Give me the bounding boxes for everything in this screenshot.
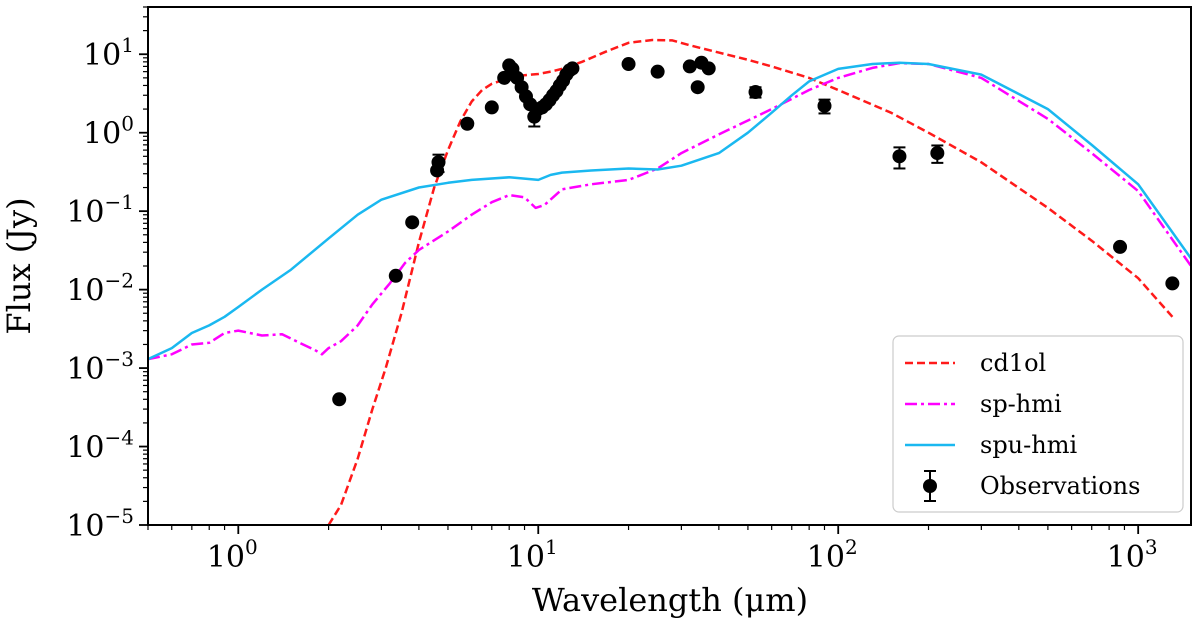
observation-point [1113, 239, 1128, 254]
x-axis-label: Wavelength (μm) [532, 581, 808, 619]
legend-box [892, 335, 1184, 513]
x-tick-label: 100 [207, 535, 258, 575]
x-tick-label: 102 [807, 535, 858, 575]
x-tick-label: 101 [507, 535, 558, 575]
legend-label-spu-hmi: spu-hmi [980, 431, 1077, 459]
y-tick-label: 10−4 [66, 426, 134, 466]
observation-point [892, 146, 907, 170]
observation-point [682, 59, 697, 74]
observation-point [388, 268, 403, 283]
observation-point [930, 144, 945, 164]
observation-point [690, 80, 705, 95]
observation-point [1165, 276, 1180, 291]
y-tick-label: 10−1 [66, 190, 134, 230]
observation-point [484, 100, 499, 115]
legend-marker-observations [923, 470, 937, 502]
ticks-group: 100 101 102 103 101 100 10−1 10−2 10−3 10−4 10−5 [66, 6, 1158, 575]
legend-label-sp-hmi: sp-hmi [980, 390, 1062, 418]
observation-point [332, 392, 347, 407]
legend-label-observations: Observations [980, 472, 1140, 500]
observations-group [332, 55, 1180, 407]
observation-point [621, 57, 636, 72]
observation-point [497, 70, 512, 85]
series-line-sp-hmi [148, 61, 1191, 361]
x-tick-label: 103 [1107, 535, 1158, 575]
observation-point [748, 85, 763, 100]
observation-point [405, 215, 420, 230]
series-line-spu-hmi [148, 61, 1191, 361]
y-tick-label: 100 [83, 112, 134, 152]
y-tick-label: 10−5 [66, 504, 134, 544]
y-axis-label: Flux (Jy) [0, 197, 38, 334]
observation-point [650, 64, 665, 79]
observation-point [431, 153, 446, 174]
observation-point [565, 61, 580, 76]
y-tick-label: 101 [83, 33, 134, 73]
legend-label-cd1ol: cd1ol [980, 349, 1046, 377]
observation-point [460, 116, 475, 131]
legend: cd1ol sp-hmi spu-hmi Observations [892, 335, 1184, 513]
observation-point [817, 98, 832, 115]
y-tick-label: 10−2 [66, 269, 134, 309]
y-tick-label: 10−3 [66, 347, 134, 387]
observation-point [701, 61, 716, 76]
